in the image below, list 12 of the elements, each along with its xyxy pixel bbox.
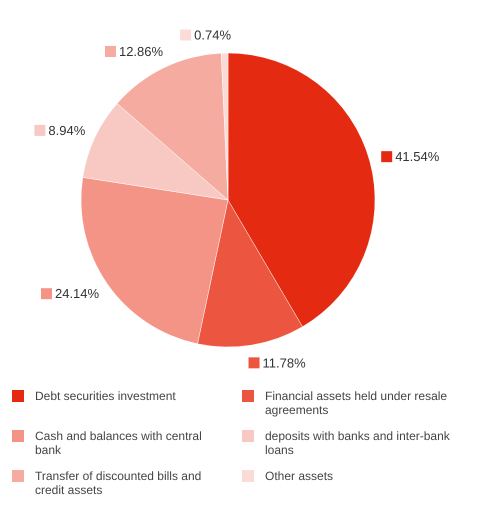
data-label: 24.14% — [54, 286, 100, 302]
data-label: 12.86% — [118, 44, 164, 59]
legend-label: Transfer of discounted bills and credit assets — [35, 469, 202, 497]
legend-label: Financial assets held under resale agreements — [265, 389, 448, 417]
data-label: 11.78% — [262, 355, 306, 370]
data-label: 8.94% — [48, 122, 86, 138]
data-label: 0.74% — [194, 28, 232, 43]
legend-label: deposits with banks and inter-bank loans — [265, 429, 451, 457]
legend-label: Debt securities investment — [35, 389, 176, 403]
legend-label: Cash and balances with central bank — [35, 429, 202, 457]
legend-label: Other assets — [265, 469, 334, 483]
data-label: 41.54% — [395, 149, 440, 164]
